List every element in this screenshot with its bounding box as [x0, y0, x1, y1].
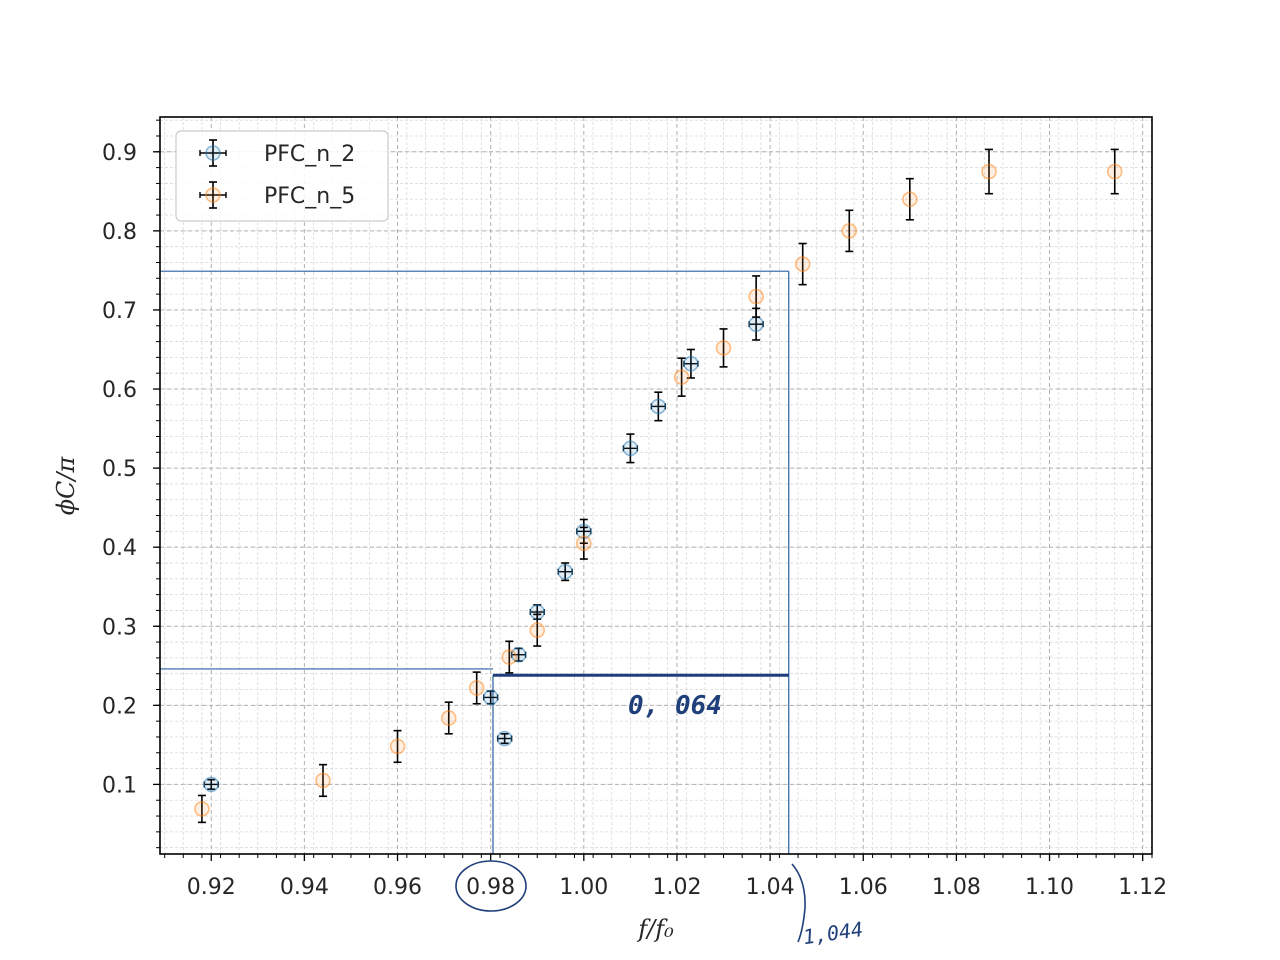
- data-point-pfc-n-2: [529, 604, 546, 620]
- data-point-pfc-n-5: [501, 640, 518, 674]
- marker: [715, 340, 732, 356]
- data-point-pfc-n-2: [622, 433, 639, 464]
- marker: [1106, 163, 1123, 180]
- legend-box: [175, 130, 389, 222]
- marker: [981, 163, 997, 180]
- marker: [683, 355, 699, 372]
- data-point-pfc-n-2: [482, 689, 499, 706]
- x-tick-label: 1.04: [746, 875, 795, 900]
- plot-background: [160, 117, 1152, 854]
- plot-frame: [159, 116, 1153, 855]
- marker: [389, 738, 406, 755]
- y-tick-label: 0.9: [102, 141, 137, 166]
- x-tick-label: 1.10: [1025, 875, 1074, 900]
- marker: [622, 440, 639, 457]
- marker: [557, 563, 573, 580]
- data-point-pfc-n-5: [794, 242, 811, 286]
- legend-marker-pfc-n-2: [199, 139, 227, 167]
- data-point-pfc-n-5: [1106, 148, 1123, 195]
- y-tick-label: 0.3: [102, 615, 137, 640]
- data-point-pfc-n-2: [557, 562, 573, 582]
- marker: [650, 398, 667, 415]
- legend-label-pfc-n-2: PFC_n_2: [264, 142, 355, 167]
- data-point-pfc-n-5: [529, 613, 546, 647]
- marker: [203, 776, 220, 793]
- x-tick-label: 1.06: [839, 875, 888, 900]
- data-point-pfc-n-5: [315, 763, 331, 798]
- x-tick-label: 0.98: [466, 875, 515, 900]
- legend-symbol: [199, 181, 227, 209]
- marker: [510, 646, 527, 663]
- marker: [794, 256, 811, 272]
- handwritten-leader-curve: [791, 863, 806, 943]
- axis-ticks: 0.92 0.94 0.96 0.98 1.00 1.02 1.04 1.06 1.08 1.10…: [102, 119, 1167, 900]
- data-point-pfc-n-2: [496, 730, 513, 747]
- legend-symbol: [199, 139, 227, 167]
- marker: [748, 316, 764, 332]
- marker: [841, 223, 858, 239]
- marker: [902, 191, 918, 208]
- handwritten-frequency-label: 1,044: [802, 917, 865, 949]
- legend-label-pfc-n-5: PFC_n_5: [264, 184, 355, 209]
- circled-tick-mark: [455, 860, 527, 912]
- annotation-layer: [160, 270, 790, 854]
- marker: [576, 535, 592, 552]
- data-point-pfc-n-5: [748, 275, 764, 318]
- marker: [501, 649, 518, 665]
- data-point-pfc-n-2: [748, 307, 764, 341]
- marker: [205, 187, 221, 203]
- x-axis-label: f/f₀: [636, 915, 674, 943]
- series-layer: [194, 148, 1123, 824]
- y-tick-label: 0.5: [102, 457, 137, 482]
- x-tick-label: 0.96: [373, 875, 422, 900]
- x-tick-label: 1.00: [559, 875, 608, 900]
- data-point-pfc-n-5: [389, 729, 406, 764]
- data-point-pfc-n-5: [468, 671, 485, 705]
- y-tick-label: 0.6: [102, 378, 137, 403]
- marker: [205, 145, 221, 161]
- data-point-pfc-n-5: [902, 177, 918, 221]
- data-point-pfc-n-2: [683, 348, 699, 379]
- x-tick-label: 0.92: [187, 875, 236, 900]
- x-tick-label: 0.94: [280, 875, 329, 900]
- marker: [440, 710, 457, 726]
- data-point-pfc-n-5: [841, 209, 858, 253]
- data-point-pfc-n-5: [673, 357, 690, 397]
- marker: [194, 801, 210, 817]
- legend-marker-pfc-n-5: [199, 181, 227, 209]
- marker: [315, 772, 331, 789]
- y-tick-label: 0.8: [102, 220, 137, 245]
- x-tick-label: 1.08: [932, 875, 981, 900]
- data-point-pfc-n-2: [650, 391, 667, 422]
- marker: [673, 369, 690, 385]
- marker: [748, 288, 764, 305]
- data-point-pfc-n-5: [715, 328, 732, 368]
- grid: [160, 117, 1153, 854]
- x-tick-label: 1.12: [1118, 875, 1167, 900]
- marker: [468, 680, 485, 696]
- x-tick-label: 1.02: [652, 875, 701, 900]
- y-tick-label: 0.4: [102, 536, 137, 561]
- handwritten-span-label: 0, 064: [628, 691, 722, 721]
- data-point-pfc-n-2: [203, 776, 220, 793]
- legend: PFC_n_2 PFC_n_5: [175, 130, 389, 222]
- data-point-pfc-n-5: [194, 794, 210, 824]
- marker: [482, 689, 499, 706]
- y-tick-label: 0.2: [102, 694, 137, 719]
- data-point-pfc-n-5: [440, 701, 457, 735]
- y-tick-label: 0.1: [102, 773, 137, 798]
- marker: [529, 622, 546, 639]
- data-point-pfc-n-5: [576, 526, 592, 560]
- y-axis-label: ϕC/π: [52, 455, 80, 515]
- data-point-pfc-n-5: [981, 148, 997, 195]
- y-tick-label: 0.7: [102, 299, 137, 324]
- marker: [496, 730, 513, 747]
